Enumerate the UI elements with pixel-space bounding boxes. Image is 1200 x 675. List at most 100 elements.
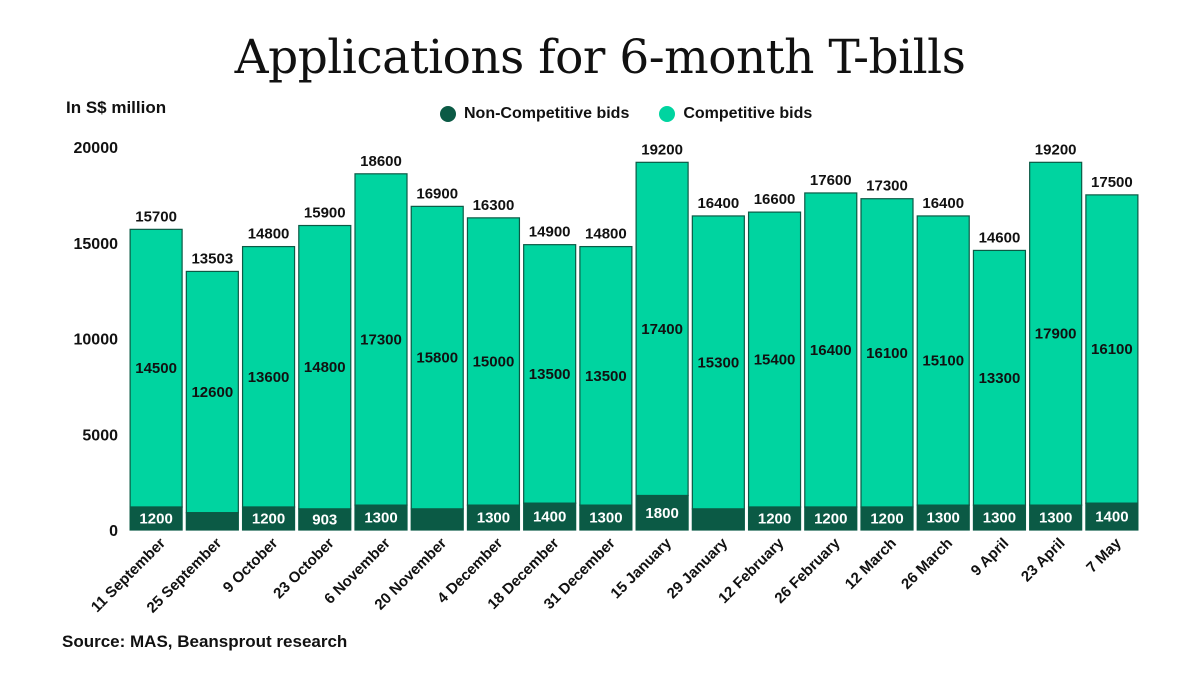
- bar-competitive: [129, 228, 183, 508]
- data-label-non-competitive: 1800: [645, 505, 678, 522]
- y-tick-label: 20000: [74, 140, 119, 157]
- bar-non-competitive: [466, 504, 521, 531]
- data-label-competitive: 17300: [360, 331, 402, 348]
- data-label-non-competitive: 1200: [139, 511, 172, 528]
- data-label-non-competitive: 1300: [589, 510, 622, 527]
- x-tick-label: 9 April: [968, 535, 1013, 580]
- data-label-total: 13503: [191, 250, 233, 267]
- bar-competitive: [860, 198, 914, 508]
- bar-non-competitive: [972, 504, 1027, 531]
- bar-competitive: [579, 245, 633, 506]
- bar-non-competitive: [129, 506, 183, 531]
- bar-competitive: [523, 244, 577, 504]
- bar-non-competitive: [185, 512, 239, 531]
- bar-non-competitive: [691, 508, 745, 531]
- data-label-competitive: 17400: [641, 321, 683, 338]
- data-label-non-competitive: 1200: [252, 511, 285, 528]
- bar-non-competitive: [1085, 502, 1139, 531]
- data-label-competitive: 12600: [191, 384, 233, 401]
- legend-label-competitive: Competitive bids: [683, 105, 813, 122]
- bar-competitive: [691, 215, 745, 510]
- data-label-competitive: 13500: [529, 366, 571, 383]
- data-label-non-competitive: 1200: [870, 511, 903, 528]
- data-label-non-competitive: 1400: [1095, 509, 1128, 526]
- data-label-total: 19200: [641, 141, 683, 158]
- bar-non-competitive: [916, 504, 970, 531]
- bar-competitive: [298, 224, 352, 510]
- source-note: Source: MAS, Beansprout research: [62, 632, 348, 651]
- data-label-non-competitive: 903: [312, 511, 337, 528]
- y-tick-label: 10000: [74, 332, 119, 349]
- data-label-total: 15700: [135, 208, 177, 225]
- y-tick-label: 5000: [82, 427, 118, 444]
- data-label-total: 16300: [473, 197, 515, 214]
- data-label-non-competitive: 1300: [927, 510, 960, 527]
- data-label-competitive: 15800: [416, 350, 458, 367]
- data-label-competitive: 15100: [922, 353, 964, 370]
- bar-competitive: [972, 249, 1027, 506]
- data-label-total: 19200: [1035, 141, 1077, 158]
- bar-competitive: [635, 161, 689, 497]
- data-label-total: 16400: [922, 195, 964, 212]
- bar-non-competitive: [298, 508, 352, 531]
- data-label-non-competitive: 1300: [983, 510, 1016, 527]
- legend-label-non-competitive: Non-Competitive bids: [464, 105, 630, 122]
- bar-non-competitive: [860, 506, 914, 531]
- y-axis-unit-label: In S$ million: [66, 98, 167, 117]
- data-label-competitive: 17900: [1035, 326, 1077, 343]
- data-label-total: 16600: [754, 191, 796, 208]
- legend-swatch-non-competitive: [440, 106, 456, 122]
- legend-swatch-competitive: [659, 106, 676, 122]
- bar-non-competitive: [523, 502, 577, 531]
- bar-non-competitive: [579, 504, 633, 531]
- x-tick-label: 26 March: [898, 535, 956, 593]
- data-label-total: 14800: [585, 226, 627, 243]
- data-label-total: 16900: [416, 185, 458, 202]
- data-label-total: 16400: [697, 195, 739, 212]
- data-label-total: 14600: [979, 229, 1021, 246]
- data-label-competitive: 16400: [810, 342, 852, 359]
- data-label-total: 17600: [810, 172, 852, 189]
- bar-competitive: [1085, 194, 1139, 504]
- data-label-non-competitive: 1300: [364, 510, 397, 527]
- data-label-competitive: 15400: [754, 352, 796, 369]
- bar-non-competitive: [804, 506, 858, 531]
- data-label-total: 14800: [248, 226, 290, 243]
- legend-item-competitive: Competitive bids: [659, 105, 812, 123]
- bar-non-competitive: [354, 504, 408, 531]
- bar-competitive: [804, 192, 858, 508]
- y-tick-label: 15000: [74, 236, 119, 253]
- bar-non-competitive: [241, 506, 296, 531]
- data-label-competitive: 13300: [979, 370, 1021, 387]
- data-label-competitive: 15300: [697, 354, 739, 371]
- data-label-total: 17500: [1091, 174, 1133, 191]
- bar-non-competitive: [410, 508, 464, 531]
- data-label-non-competitive: 1200: [758, 511, 791, 528]
- data-label-non-competitive: 1300: [477, 510, 510, 527]
- bar-competitive: [410, 205, 464, 510]
- data-label-total: 15900: [304, 205, 346, 222]
- data-label-competitive: 14800: [304, 359, 346, 376]
- data-label-competitive: 15000: [473, 353, 515, 370]
- legend: Non-Competitive bids Competitive bids: [440, 105, 842, 123]
- legend-item-non-competitive: Non-Competitive bids: [440, 105, 629, 123]
- bar-non-competitive: [635, 494, 689, 531]
- bar-competitive: [354, 173, 408, 506]
- data-label-total: 18600: [360, 153, 402, 170]
- x-tick-label: 23 April: [1018, 535, 1069, 586]
- data-label-competitive: 16100: [1091, 341, 1133, 358]
- data-label-total: 17300: [866, 178, 908, 195]
- data-label-competitive: 16100: [866, 345, 908, 362]
- data-label-competitive: 13500: [585, 368, 627, 385]
- x-tick-label: 12 March: [842, 535, 900, 593]
- data-label-non-competitive: 1200: [814, 511, 847, 528]
- bar-competitive: [466, 217, 521, 506]
- y-tick-label: 0: [109, 523, 118, 540]
- data-label-competitive: 13600: [248, 369, 290, 386]
- bar-competitive: [185, 270, 239, 514]
- bar-non-competitive: [1029, 504, 1083, 531]
- data-label-non-competitive: 1400: [533, 509, 566, 526]
- x-tick-label: 7 May: [1083, 534, 1125, 576]
- bar-non-competitive: [747, 506, 802, 531]
